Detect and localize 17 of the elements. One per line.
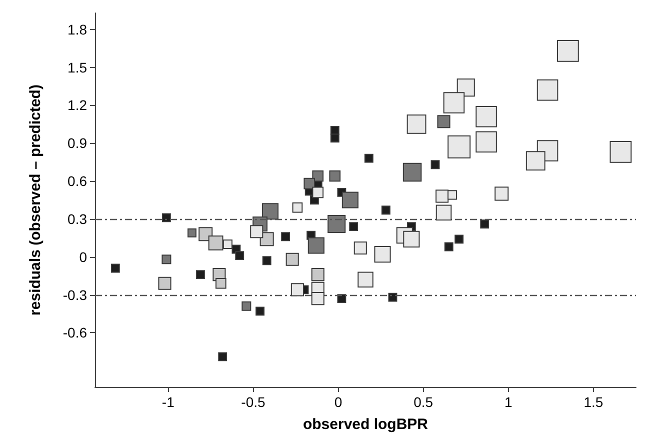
x-tick-label: -1 — [162, 394, 175, 410]
y-tick-label: 0.3 — [68, 210, 88, 227]
y-tick-label: 1.2 — [68, 97, 88, 114]
y-tick-label: 1.8 — [68, 21, 88, 38]
x-tick-label: 1 — [504, 394, 513, 410]
x-tick-label: 1.5 — [584, 394, 604, 410]
x-tick-label: 0 — [334, 394, 342, 410]
x-tick-label: 0.5 — [414, 394, 434, 410]
x-tick-label: -0.5 — [241, 394, 266, 410]
y-tick-label: -0.3 — [62, 286, 88, 303]
y-axis-title: residuals (observed – predicted) — [27, 84, 44, 316]
y-tick-label: 1.5 — [68, 59, 88, 76]
y-tick-label: 0 — [79, 248, 88, 265]
y-tick-label: 0.9 — [68, 135, 88, 152]
y-tick-label: -0.6 — [62, 324, 88, 341]
y-tick-label: 0.6 — [68, 173, 88, 190]
x-axis-title: observed logBPR — [302, 416, 428, 433]
